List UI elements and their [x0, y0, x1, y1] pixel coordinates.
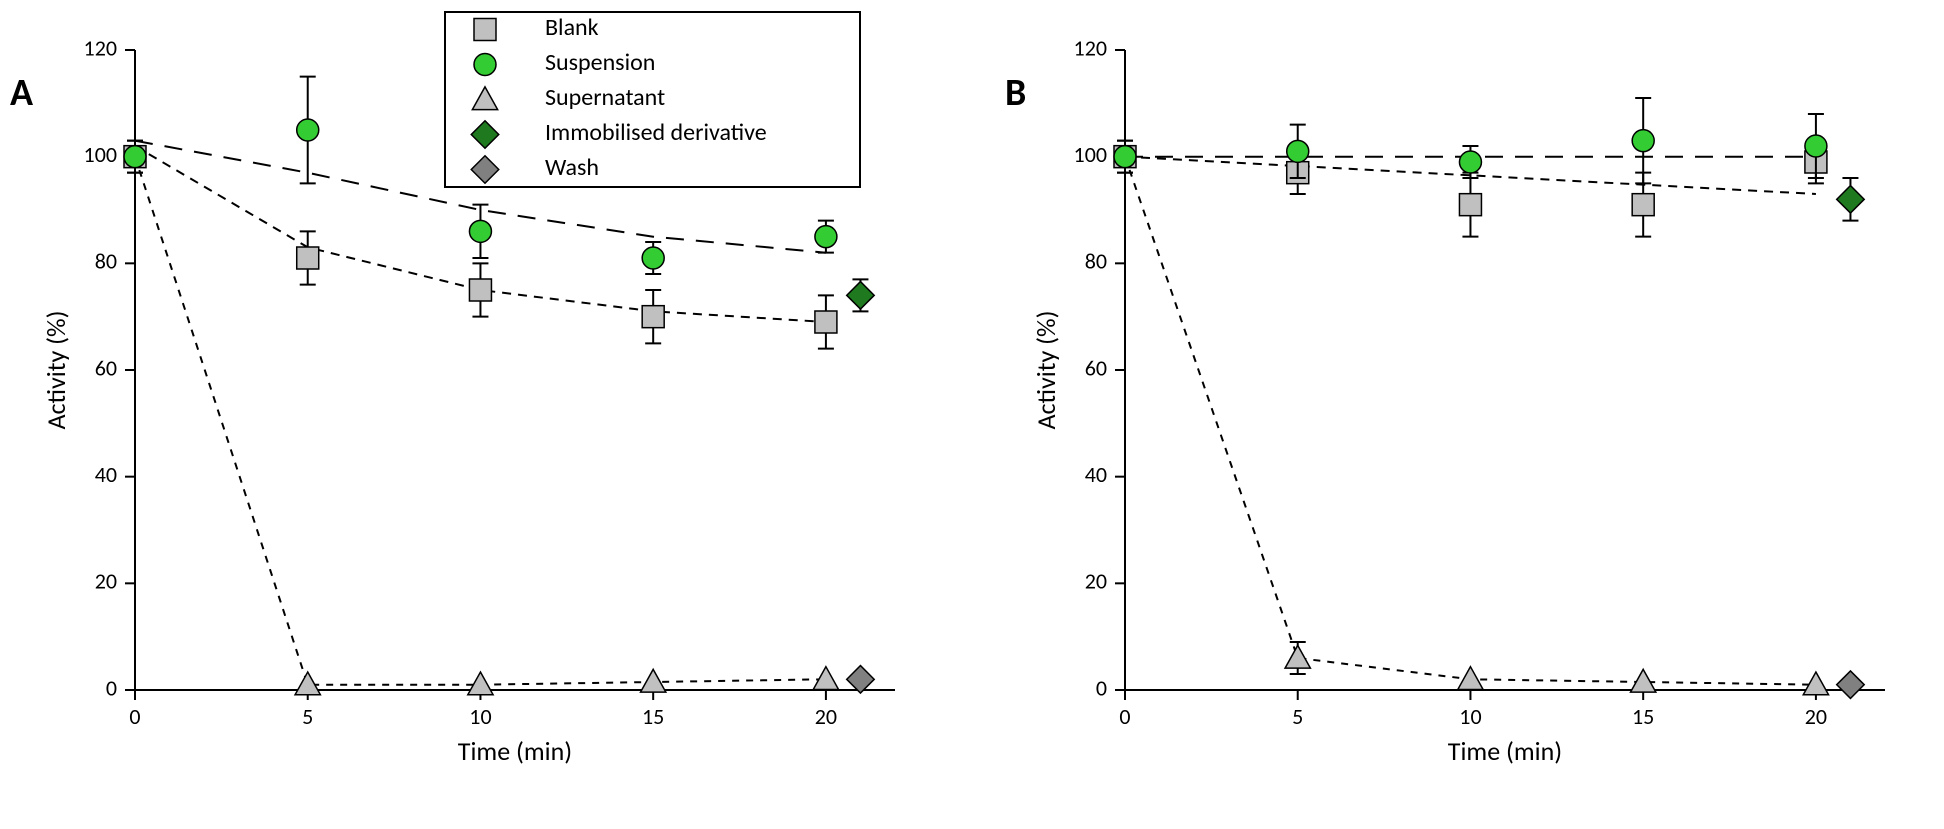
marker-blank: [815, 311, 837, 333]
ytick-label: 0: [1096, 674, 1107, 701]
legend-marker: [474, 54, 496, 76]
legend-label: Wash: [545, 153, 599, 182]
ytick-label: 60: [95, 354, 117, 381]
marker-suspension: [1114, 146, 1136, 168]
ytick-label: 100: [84, 141, 117, 168]
ytick-label: 40: [95, 461, 117, 488]
marker-suspension: [1459, 151, 1481, 173]
marker-supernatant: [1631, 669, 1656, 692]
panel-label-A: A: [10, 70, 33, 116]
marker-supernatant: [641, 669, 666, 692]
legend-label: Immobilised derivative: [545, 118, 767, 147]
marker-supernatant: [468, 672, 493, 695]
marker-suspension: [1805, 135, 1827, 157]
legend-label: Suspension: [545, 48, 655, 77]
ytick-label: 80: [95, 248, 117, 275]
marker-supernatant: [813, 667, 838, 690]
figure-container: 02040608010012005101520Activity (%)Time …: [0, 0, 1944, 829]
marker-blank: [297, 247, 319, 269]
marker-suspension: [642, 247, 664, 269]
marker-supernatant: [1458, 667, 1483, 690]
ytick-label: 20: [95, 568, 117, 595]
ytick-label: 120: [84, 34, 117, 61]
marker-blank: [1632, 194, 1654, 216]
marker-immobilised: [1837, 186, 1865, 214]
ytick-label: 0: [106, 674, 117, 701]
legend-label: Blank: [545, 13, 599, 42]
marker-wash: [1837, 671, 1865, 699]
legend-marker: [474, 19, 496, 41]
ytick-label: 120: [1074, 34, 1107, 61]
xtick-label: 15: [1632, 703, 1654, 730]
marker-supernatant: [1803, 672, 1828, 695]
figure-svg: 02040608010012005101520Activity (%)Time …: [0, 0, 1944, 829]
x-axis-label: Time (min): [458, 735, 572, 767]
marker-wash: [847, 666, 875, 694]
marker-suspension: [469, 220, 491, 242]
ytick-label: 60: [1085, 354, 1107, 381]
marker-supernatant: [295, 672, 320, 695]
marker-blank: [469, 279, 491, 301]
xtick-label: 10: [1459, 703, 1481, 730]
ytick-label: 80: [1085, 248, 1107, 275]
xtick-label: 20: [1805, 703, 1827, 730]
marker-suspension: [124, 146, 146, 168]
xtick-label: 15: [642, 703, 664, 730]
legend: Blank Suspension Supernatant Immobilised de…: [445, 12, 860, 187]
marker-suspension: [1287, 140, 1309, 162]
ytick-label: 20: [1085, 568, 1107, 595]
ytick-label: 40: [1085, 461, 1107, 488]
xtick-label: 5: [1292, 703, 1303, 730]
ytick-label: 100: [1074, 141, 1107, 168]
marker-suspension: [815, 226, 837, 248]
marker-blank: [1459, 194, 1481, 216]
xtick-label: 20: [815, 703, 837, 730]
xtick-label: 0: [129, 703, 140, 730]
marker-supernatant: [1285, 645, 1310, 668]
y-axis-label: Activity (%): [1030, 311, 1062, 430]
panel-label-B: B: [1005, 70, 1026, 116]
xtick-label: 10: [469, 703, 491, 730]
xtick-label: 5: [302, 703, 313, 730]
marker-blank: [642, 306, 664, 328]
marker-immobilised: [847, 282, 875, 310]
marker-suspension: [297, 119, 319, 141]
legend-label: Supernatant: [545, 83, 665, 112]
y-axis-label: Activity (%): [40, 311, 72, 430]
marker-suspension: [1632, 130, 1654, 152]
panel-B: 0 20 40 60 80 100 120 0 5 10 15 20 Activity (%) Time …: [1030, 34, 1885, 767]
xtick-label: 0: [1119, 703, 1130, 730]
x-axis-label: Time (min): [1448, 735, 1562, 767]
